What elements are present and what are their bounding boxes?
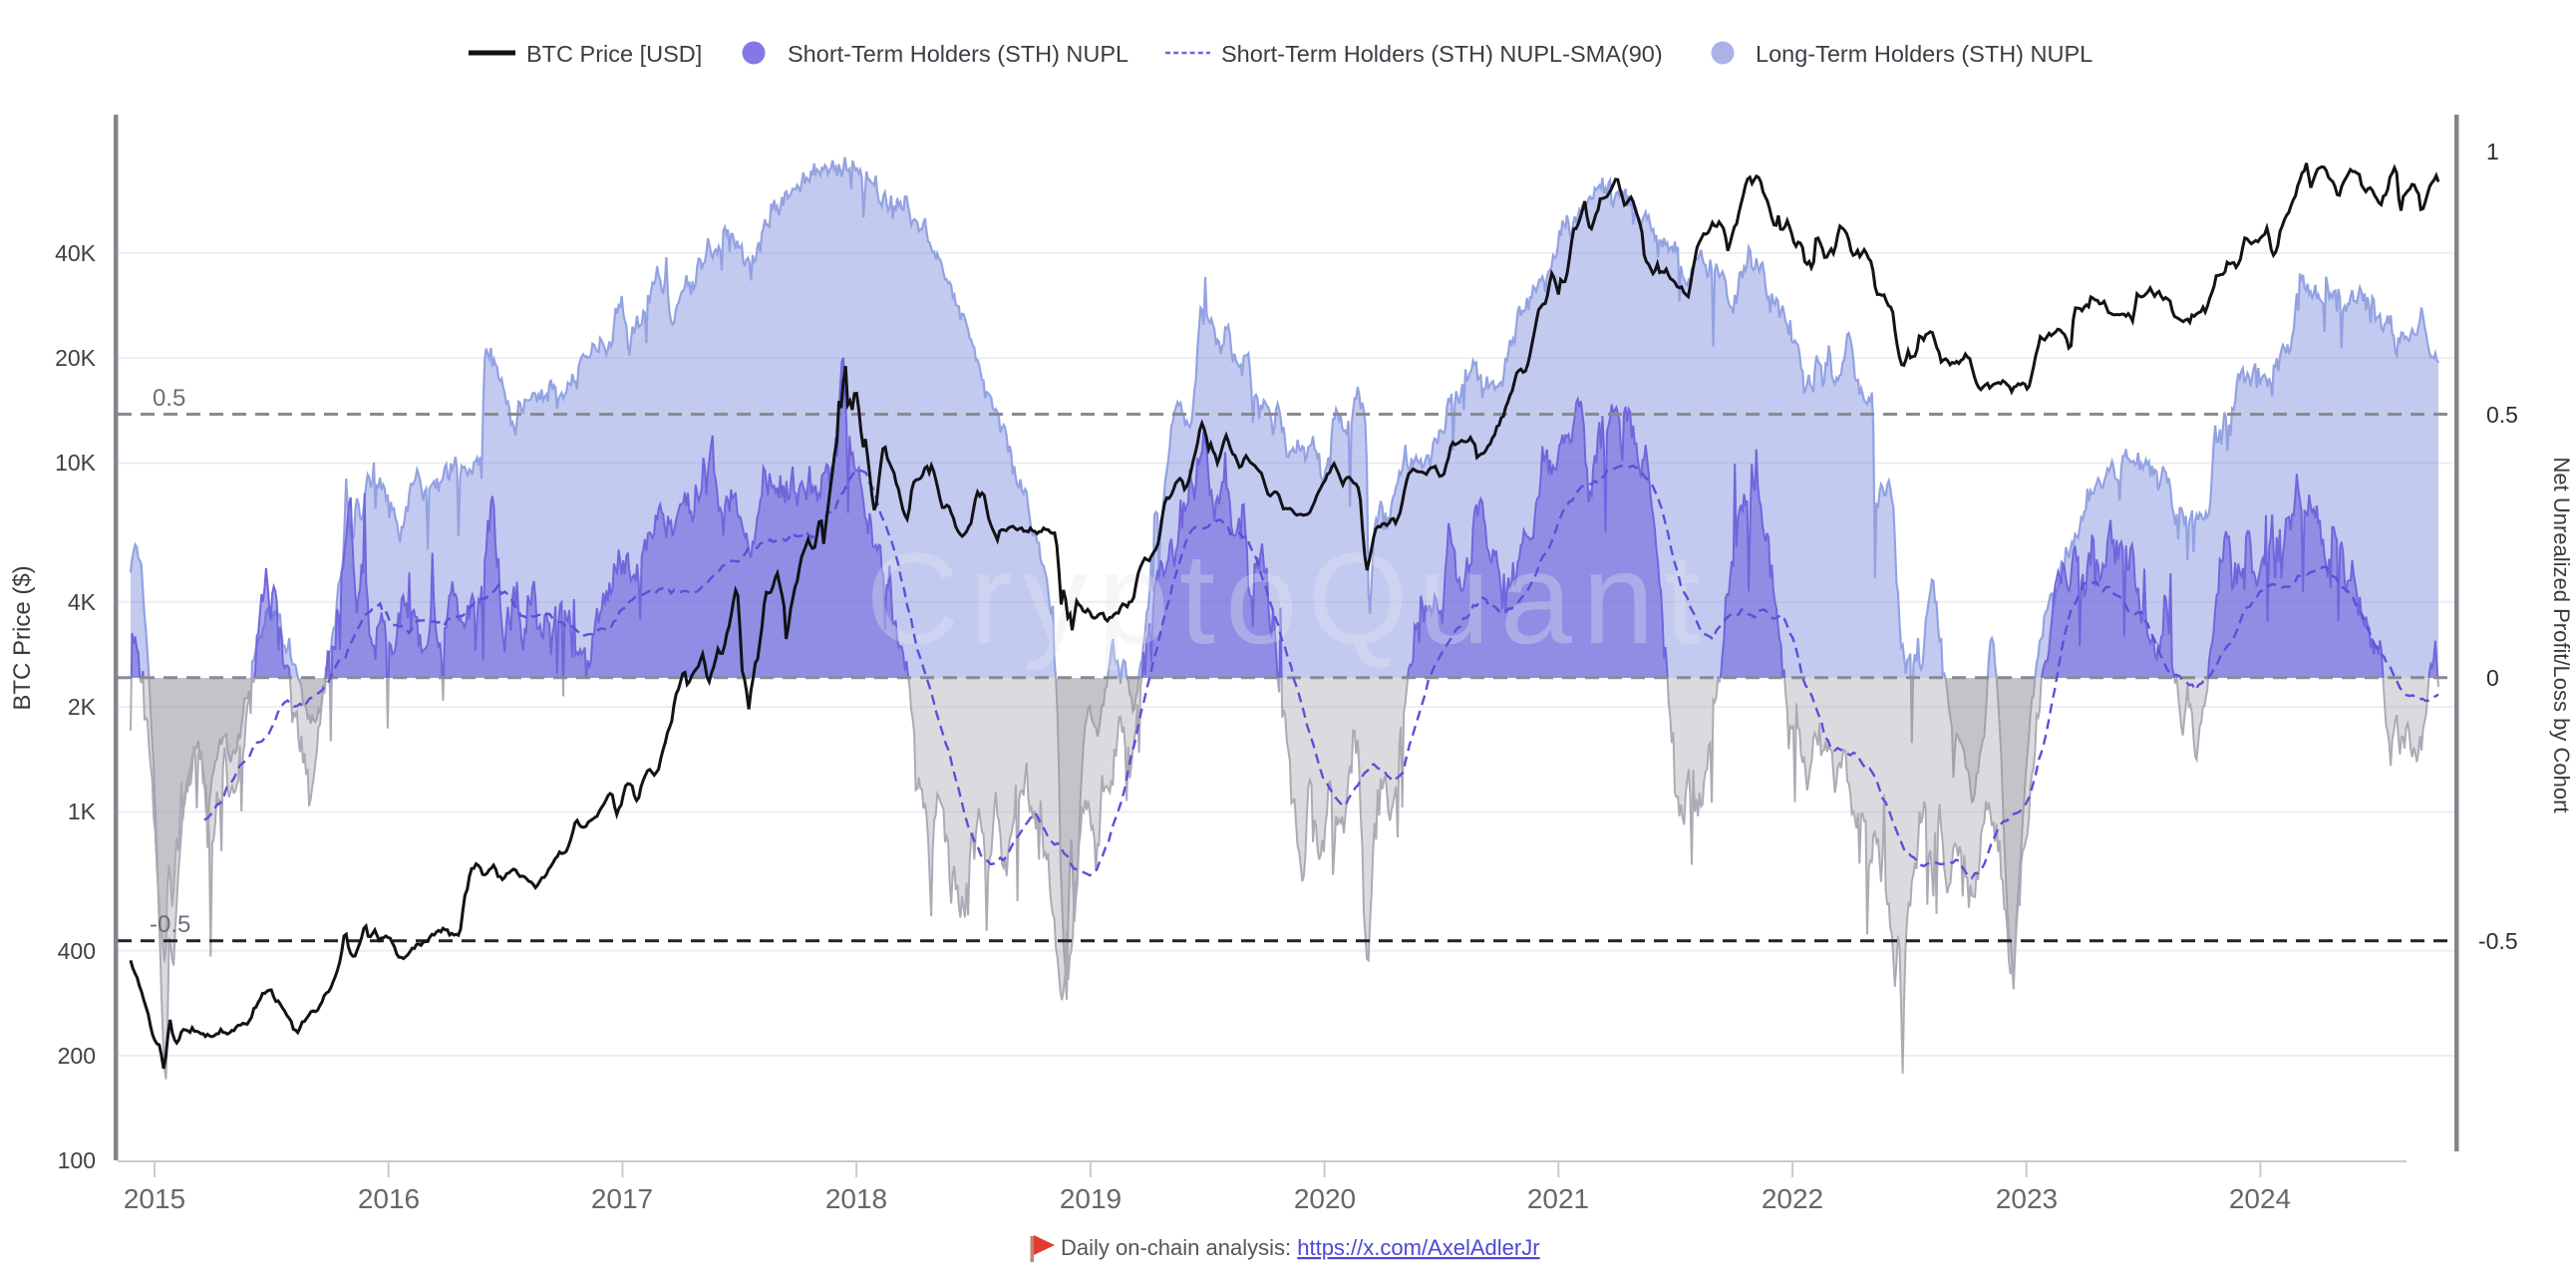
svg-text:2015: 2015: [124, 1183, 185, 1214]
svg-text:-0.5: -0.5: [150, 911, 190, 938]
svg-text:2024: 2024: [2229, 1183, 2291, 1214]
svg-text:Daily on-chain analysis: https: Daily on-chain analysis: https://x.com/A…: [1061, 1235, 1540, 1260]
svg-text:-0.5: -0.5: [2478, 928, 2518, 954]
svg-text:0.5: 0.5: [153, 385, 185, 412]
svg-text:2016: 2016: [358, 1183, 420, 1214]
svg-text:Long-Term Holders (STH) NUPL: Long-Term Holders (STH) NUPL: [1756, 41, 2093, 67]
svg-text:1: 1: [2486, 139, 2499, 164]
svg-text:BTC Price [USD]: BTC Price [USD]: [526, 41, 702, 67]
svg-text:20K: 20K: [55, 345, 97, 371]
svg-text:400: 400: [58, 938, 96, 964]
svg-text:1K: 1K: [68, 799, 97, 824]
svg-text:200: 200: [58, 1043, 96, 1069]
svg-text:2019: 2019: [1060, 1183, 1122, 1214]
svg-text:100: 100: [58, 1147, 96, 1173]
svg-text:Net Unrealized Profit/Loss by: Net Unrealized Profit/Loss by Cohort: [2549, 457, 2574, 812]
svg-text:Short-Term Holders (STH) NUPL: Short-Term Holders (STH) NUPL: [788, 41, 1128, 67]
svg-text:0.5: 0.5: [2486, 402, 2518, 428]
svg-text:2017: 2017: [591, 1183, 653, 1214]
svg-text:40K: 40K: [55, 240, 97, 266]
svg-text:2020: 2020: [1294, 1183, 1356, 1214]
svg-text:0: 0: [2486, 665, 2499, 691]
svg-text:Short-Term Holders (STH) NUPL-: Short-Term Holders (STH) NUPL-SMA(90): [1221, 41, 1663, 67]
svg-text:4K: 4K: [68, 589, 97, 615]
svg-text:2K: 2K: [68, 694, 97, 720]
svg-text:2023: 2023: [1996, 1183, 2058, 1214]
svg-text:2021: 2021: [1527, 1183, 1589, 1214]
svg-text:2018: 2018: [825, 1183, 887, 1214]
svg-text:BTC Price ($): BTC Price ($): [9, 565, 36, 710]
svg-text:2022: 2022: [1762, 1183, 1823, 1214]
svg-text:CryptoQuant: CryptoQuant: [865, 525, 1710, 671]
svg-text:10K: 10K: [55, 450, 97, 476]
